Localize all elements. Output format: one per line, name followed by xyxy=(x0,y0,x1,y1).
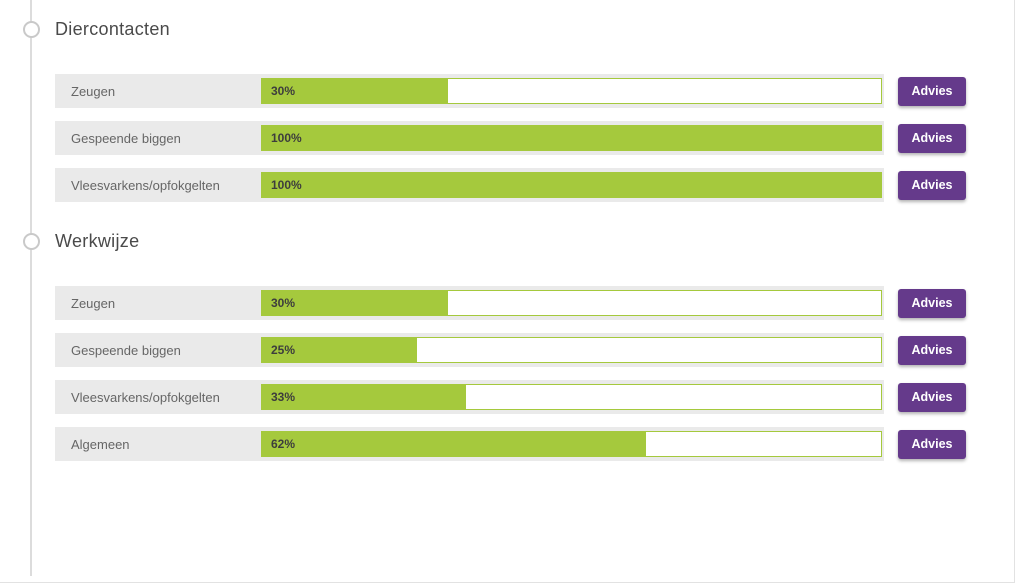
section: Diercontacten Zeugen 30% Advies Gespeend… xyxy=(23,18,966,202)
section-header: Diercontacten xyxy=(23,18,966,40)
progress-row-main: Algemeen 62% xyxy=(55,427,884,461)
progress-row: Zeugen 30% Advies xyxy=(55,286,966,320)
row-label: Gespeende biggen xyxy=(71,130,181,146)
progress-row: Gespeende biggen 25% Advies xyxy=(55,333,966,367)
row-label: Vleesvarkens/opfokgelten xyxy=(71,177,220,193)
row-label: Zeugen xyxy=(71,83,116,99)
progress-bar: 30% xyxy=(261,290,882,316)
sections-container: Diercontacten Zeugen 30% Advies Gespeend… xyxy=(23,18,966,461)
timeline-bullet-icon xyxy=(23,21,40,38)
advies-button[interactable]: Advies xyxy=(898,288,966,318)
progress-bar-fill xyxy=(262,126,881,150)
row-label: Gespeende biggen xyxy=(71,342,181,358)
progress-percent: 25% xyxy=(271,343,296,357)
section-title: Diercontacten xyxy=(55,19,170,39)
progress-percent: 30% xyxy=(271,84,296,98)
advies-button[interactable]: Advies xyxy=(898,123,966,153)
progress-bar: 62% xyxy=(261,431,882,457)
progress-bar: 33% xyxy=(261,384,882,410)
progress-percent: 62% xyxy=(271,437,296,451)
timeline-bullet-icon xyxy=(23,233,40,250)
progress-bar: 25% xyxy=(261,337,882,363)
timeline-line xyxy=(30,0,32,576)
advies-button[interactable]: Advies xyxy=(898,335,966,365)
progress-row-main: Gespeende biggen 100% xyxy=(55,121,884,155)
progress-bar-fill xyxy=(262,338,417,362)
progress-bar-fill xyxy=(262,79,448,103)
progress-row-main: Vleesvarkens/opfokgelten 100% xyxy=(55,168,884,202)
progress-row: Vleesvarkens/opfokgelten 33% Advies xyxy=(55,380,966,414)
advies-button[interactable]: Advies xyxy=(898,76,966,106)
progress-bar-fill xyxy=(262,291,448,315)
advies-button[interactable]: Advies xyxy=(898,382,966,412)
progress-bar-fill xyxy=(262,173,881,197)
progress-row-main: Vleesvarkens/opfokgelten 33% xyxy=(55,380,884,414)
progress-row-main: Zeugen 30% xyxy=(55,286,884,320)
advies-button[interactable]: Advies xyxy=(898,429,966,459)
section: Werkwijze Zeugen 30% Advies Gespeende bi… xyxy=(23,230,966,461)
section-rows: Zeugen 30% Advies Gespeende biggen 100% … xyxy=(55,74,966,202)
progress-percent: 33% xyxy=(271,390,296,404)
progress-row: Zeugen 30% Advies xyxy=(55,74,966,108)
row-label: Zeugen xyxy=(71,295,116,311)
progress-row-main: Zeugen 30% xyxy=(55,74,884,108)
row-label: Vleesvarkens/opfokgelten xyxy=(71,389,220,405)
progress-row: Algemeen 62% Advies xyxy=(55,427,966,461)
advies-button[interactable]: Advies xyxy=(898,170,966,200)
progress-row: Vleesvarkens/opfokgelten 100% Advies xyxy=(55,168,966,202)
progress-bar-fill xyxy=(262,385,467,409)
progress-percent: 100% xyxy=(271,178,302,192)
progress-bar-fill xyxy=(262,432,646,456)
progress-row: Gespeende biggen 100% Advies xyxy=(55,121,966,155)
progress-percent: 100% xyxy=(271,131,302,145)
section-header: Werkwijze xyxy=(23,230,966,252)
progress-bar: 100% xyxy=(261,172,882,198)
row-label: Algemeen xyxy=(71,436,130,452)
progress-percent: 30% xyxy=(271,296,296,310)
progress-row-main: Gespeende biggen 25% xyxy=(55,333,884,367)
section-rows: Zeugen 30% Advies Gespeende biggen 25% A… xyxy=(55,286,966,461)
progress-bar: 100% xyxy=(261,125,882,151)
progress-bar: 30% xyxy=(261,78,882,104)
section-title: Werkwijze xyxy=(55,231,140,251)
